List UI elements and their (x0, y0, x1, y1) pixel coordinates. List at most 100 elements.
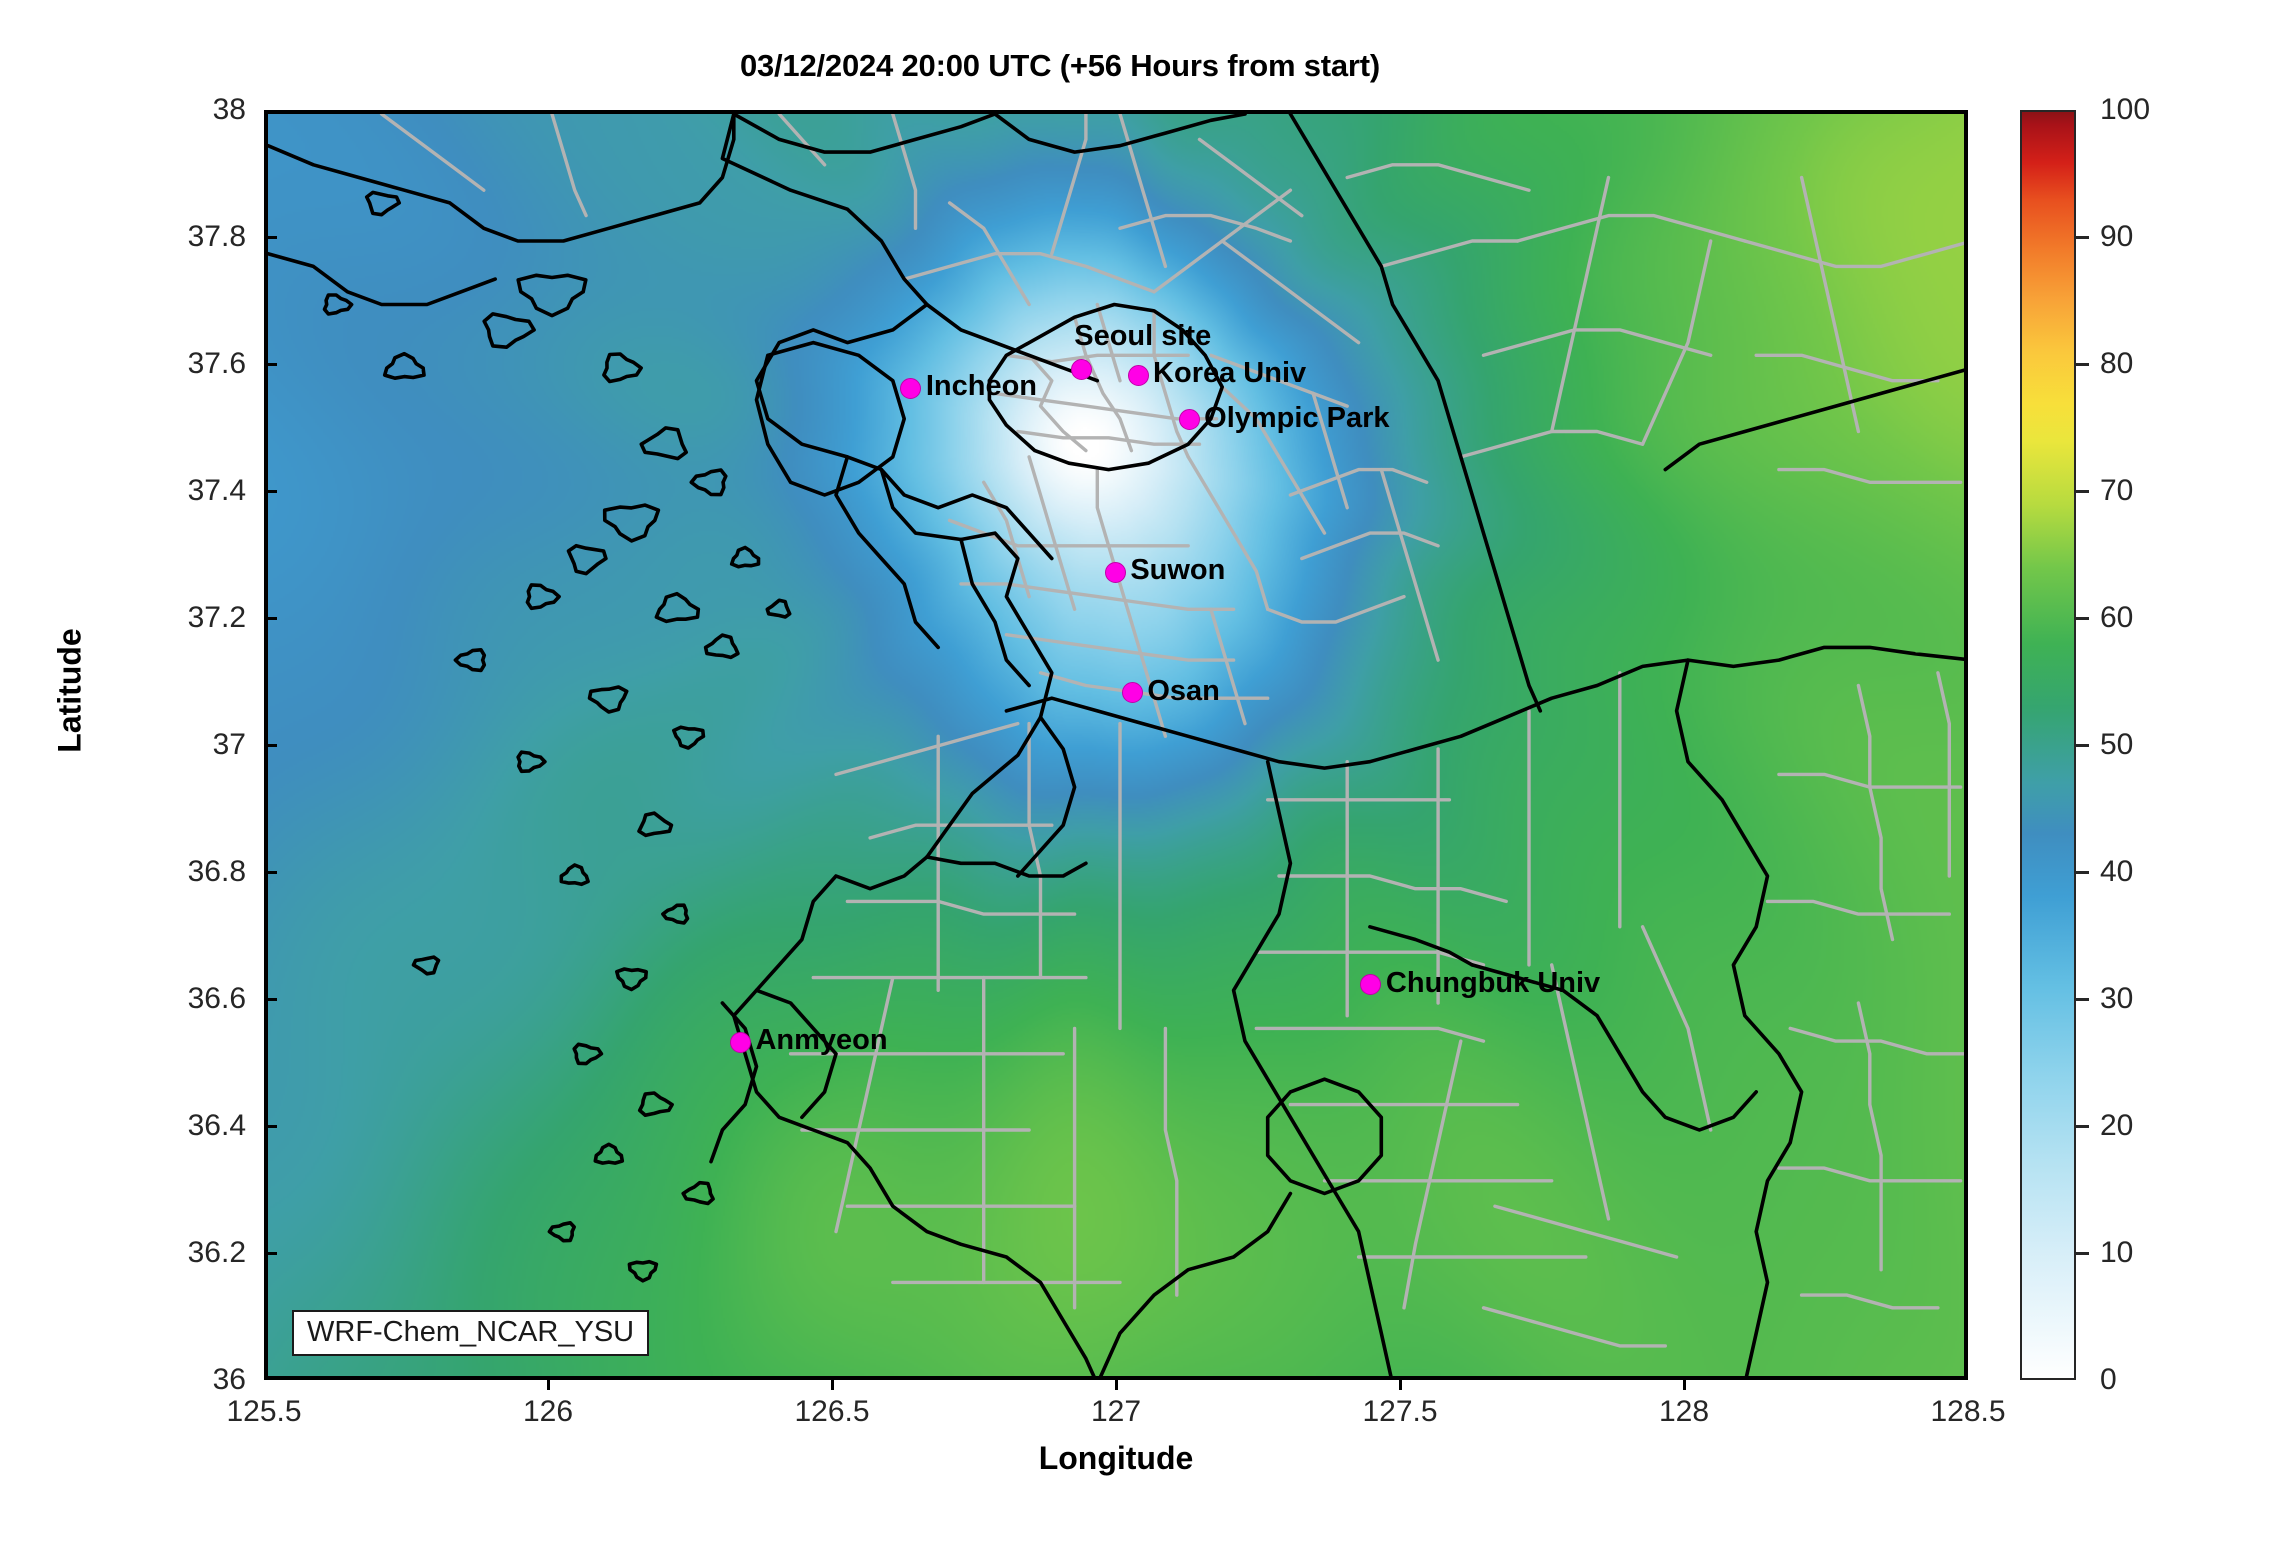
y-tick-mark (264, 1252, 277, 1255)
coastline-island (729, 545, 761, 569)
province-chungbuk-south (1470, 963, 1758, 1132)
municipal-border (868, 823, 1054, 840)
y-tick-label: 36.8 (187, 855, 246, 888)
x-tick-label: 125.5 (226, 1395, 302, 1428)
municipal-border (1743, 239, 1964, 269)
y-tick-label: 37.2 (187, 601, 246, 634)
coastline-island (627, 1259, 659, 1283)
y-tick-mark (264, 744, 277, 747)
site-label: Anmyeon (755, 1024, 888, 1057)
x-tick-label: 128 (1658, 1395, 1710, 1428)
colorbar-tick-mark (2076, 998, 2089, 1001)
colorbar-tick-mark (2076, 871, 2089, 874)
coastline-island (703, 633, 740, 660)
model-name-legend: WRF-Chem_NCAR_YSU (292, 1309, 650, 1356)
municipal-border (1163, 1026, 1179, 1297)
municipal-border (379, 114, 486, 192)
admin-border-layer (379, 114, 1964, 1348)
colorbar-tick-label: 100 (2100, 93, 2151, 126)
province-gangwon-interior (1663, 368, 1964, 472)
municipal-border (1754, 353, 1940, 383)
ozone-heatmap-canvas (268, 114, 1964, 1376)
map-plot-area[interactable]: Seoul site Incheon Korea Univ Olympic Park S… (264, 110, 1968, 1380)
municipal-border (1379, 467, 1440, 662)
y-tick-label: 36.4 (187, 1109, 246, 1142)
site-label: Korea Univ (1153, 357, 1307, 390)
y-tick-mark (264, 1125, 277, 1128)
municipal-border (1640, 239, 1713, 446)
municipal-border (1777, 1166, 1963, 1183)
municipal-border (1493, 1204, 1679, 1259)
coastline-han-estuary (925, 302, 1100, 383)
y-tick-mark (264, 998, 277, 1001)
coastline-island (689, 468, 728, 497)
colorbar-tick-mark (2076, 744, 2089, 747)
municipal-border (834, 721, 1020, 777)
x-tick-mark (1683, 1377, 1686, 1390)
coastline-island (765, 598, 792, 619)
colorbar-gradient (2020, 110, 2076, 1380)
municipal-border (1481, 1306, 1667, 1348)
municipal-border (947, 201, 1031, 307)
colorbar-tick-label: 10 (2100, 1236, 2134, 1269)
municipal-border (1345, 163, 1531, 192)
coastline-island (615, 967, 648, 992)
municipal-border (1095, 302, 1122, 383)
province-daejeon (1265, 1077, 1384, 1196)
coastline-inner-bay (879, 467, 1054, 561)
y-tick-mark (264, 490, 277, 493)
municipal-border (1515, 213, 1747, 243)
y-tick-mark (264, 871, 277, 874)
municipal-border (1799, 175, 1861, 434)
site-label: Chungbuk Univ (1385, 966, 1601, 999)
municipal-border (1288, 467, 1429, 497)
province-gyeonggi-chungcheong (1004, 645, 1964, 770)
x-tick-mark (547, 1377, 550, 1390)
y-tick-label: 37.8 (187, 220, 246, 253)
municipal-border (1481, 328, 1713, 357)
municipal-border (1936, 671, 1951, 878)
province-chungbuk-link (1368, 925, 1474, 967)
y-tick-mark (264, 236, 277, 239)
municipal-border (1220, 239, 1361, 345)
colorbar-tick-label: 80 (2100, 347, 2134, 380)
coastline-island (411, 955, 441, 976)
coastline-island (482, 312, 536, 349)
municipal-border (777, 114, 827, 167)
coastline-island (322, 293, 354, 316)
page-title: 03/12/2024 20:00 UTC (+56 Hours from sta… (739, 48, 1381, 83)
municipal-border (1856, 683, 1895, 942)
site-dot-icon (729, 1031, 751, 1053)
y-tick-label: 38 (212, 93, 246, 126)
colorbar-tick-label: 20 (2100, 1109, 2134, 1142)
coastline-island (637, 811, 674, 838)
colorbar-tick-label: 50 (2100, 728, 2134, 761)
x-tick-mark (1399, 1377, 1402, 1390)
municipal-border (1277, 874, 1508, 904)
province-chungbuk-chungnam (1231, 759, 1393, 1376)
coastline-asan-bay-s (925, 855, 1088, 878)
colorbar[interactable]: 0 10 20 30 40 50 60 70 80 90 100 (2020, 93, 2150, 1396)
site-dot-icon (1121, 682, 1143, 704)
municipal-border (1266, 594, 1406, 624)
y-axis-label: Latitude (51, 628, 88, 753)
coastline-island (559, 863, 590, 887)
coastline-island (672, 725, 706, 750)
coastline-island (547, 1221, 576, 1243)
municipal-border (1550, 175, 1611, 434)
municipal-border (1459, 429, 1645, 459)
municipal-border (891, 114, 918, 230)
coastline-island (602, 503, 661, 543)
x-axis-label: Longitude (1038, 1440, 1194, 1476)
municipal-border (1004, 633, 1236, 662)
colorbar-tick-mark (2076, 1125, 2089, 1128)
y-tick-label: 36 (212, 1363, 246, 1396)
x-tick-label: 126 (522, 1395, 574, 1428)
coastline-island (587, 685, 629, 714)
municipal-border (845, 899, 1077, 916)
municipal-border (1550, 963, 1611, 1221)
coastline-island (572, 1042, 604, 1066)
y-tick-label: 36.6 (187, 982, 246, 1015)
colorbar-tick-mark (2076, 490, 2089, 493)
municipal-border (1799, 1293, 1940, 1310)
